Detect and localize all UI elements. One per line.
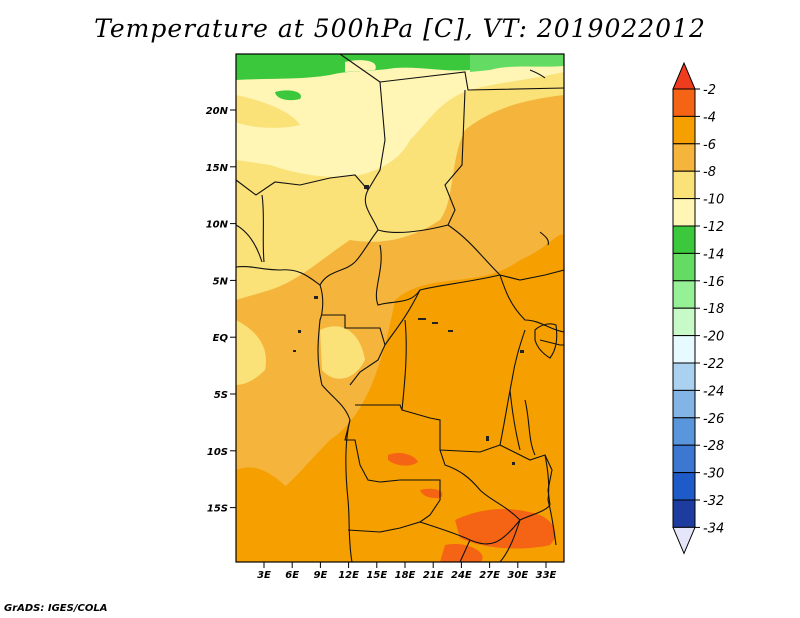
- lon-label: 15E: [366, 570, 387, 581]
- colorbar-label: -18: [703, 302, 724, 317]
- colorbar-label: -4: [703, 110, 716, 125]
- lat-label: 15N: [206, 163, 229, 174]
- colorbar-label: -32: [703, 494, 724, 509]
- field-band-10-8: [236, 54, 564, 177]
- field-band-14-12: [470, 54, 564, 72]
- colorbar-swatch: [672, 417, 696, 446]
- colorbar-swatch: [672, 198, 696, 227]
- map-frame: [235, 53, 565, 563]
- colorbar-swatch: [672, 307, 696, 337]
- temperature-field: [236, 54, 564, 562]
- colorbar-top-arrow: [672, 61, 696, 90]
- field-hot-south: [455, 508, 556, 549]
- lon-label: 24E: [451, 570, 472, 581]
- colorbar-label: -34: [703, 521, 724, 536]
- colorbar-swatch: [672, 225, 696, 254]
- lon-label: 27E: [479, 570, 500, 581]
- field-cold-blob: [275, 90, 301, 101]
- colorbar-label: -10: [703, 193, 724, 208]
- field-band-4-2: [236, 234, 564, 562]
- lon-label: 6E: [285, 570, 299, 581]
- lon-label: 30E: [507, 570, 528, 581]
- colorbar-label: -30: [703, 467, 724, 482]
- colorbar-label: -24: [703, 384, 724, 399]
- latitude-axis: 20N 15N 10N 5N EQ 5S 10S 15S: [206, 106, 236, 515]
- field-hot-spot: [388, 452, 418, 466]
- colorbar-swatch: [672, 252, 696, 282]
- colorbar-swatch: [672, 280, 696, 309]
- colorbar-label: -8: [703, 165, 716, 180]
- lat-label: 15S: [207, 504, 228, 515]
- lat-label: 10S: [207, 447, 228, 458]
- colorbar-swatch: [672, 472, 696, 501]
- colorbar-label: -22: [703, 357, 724, 372]
- colorbar-swatch: [672, 115, 696, 145]
- colorbar-swatch: [672, 389, 696, 419]
- field-band-8-6-gabon: [320, 326, 365, 379]
- colorbar-swatch: [672, 143, 696, 172]
- lat-label: 10N: [206, 220, 229, 231]
- field-band-4-2-west: [236, 467, 300, 520]
- colorbar-swatch: [672, 444, 696, 474]
- footer-credit: GrADS: IGES/COLA: [4, 603, 108, 614]
- colorbar-label: -28: [703, 439, 724, 454]
- field-hot-southwest: [440, 543, 483, 562]
- colorbar: -2 -4 -6 -8 -10 -12 -14 -16 -18 -20 -22 -24 -26 -28 -3…: [672, 61, 724, 555]
- lat-label: 5S: [214, 390, 228, 401]
- lat-label: 20N: [206, 106, 229, 117]
- lon-label: 18E: [395, 570, 416, 581]
- colorbar-swatch: [672, 335, 696, 364]
- colorbar-swatch: [672, 362, 696, 391]
- country-borders: [236, 54, 564, 562]
- colorbar-swatch: [672, 499, 696, 528]
- colorbar-label: -2: [703, 83, 716, 98]
- colorbar-swatch: [672, 170, 696, 200]
- lon-label: 33E: [536, 570, 557, 581]
- longitude-axis: 3E 6E 9E 12E 15E 18E 21E 24E 27E 30E 33E: [257, 562, 557, 581]
- field-band-8-6-north: [236, 95, 300, 128]
- colorbar-label: -20: [703, 330, 724, 345]
- lat-label: EQ: [213, 333, 229, 344]
- lon-label: 3E: [257, 570, 271, 581]
- colorbar-label: -12: [703, 220, 724, 235]
- colorbar-label: -14: [703, 247, 724, 262]
- lon-label: 12E: [338, 570, 359, 581]
- lon-label: 9E: [314, 570, 328, 581]
- lon-label: 21E: [423, 570, 444, 581]
- lat-label: 5N: [213, 276, 229, 287]
- field-band-8-6-west: [236, 320, 266, 385]
- colorbar-swatch: [672, 88, 696, 117]
- colorbar-label: -26: [703, 412, 724, 427]
- lake-marks: [293, 185, 524, 465]
- colorbar-label: -16: [703, 275, 724, 290]
- colorbar-bottom-arrow: [672, 526, 696, 555]
- map-title: Temperature at 500hPa [C], VT: 201902201…: [94, 14, 706, 43]
- field-hot-spot-2: [420, 488, 443, 499]
- field-band-10-8-notch: [345, 60, 376, 72]
- colorbar-label: -6: [703, 138, 716, 153]
